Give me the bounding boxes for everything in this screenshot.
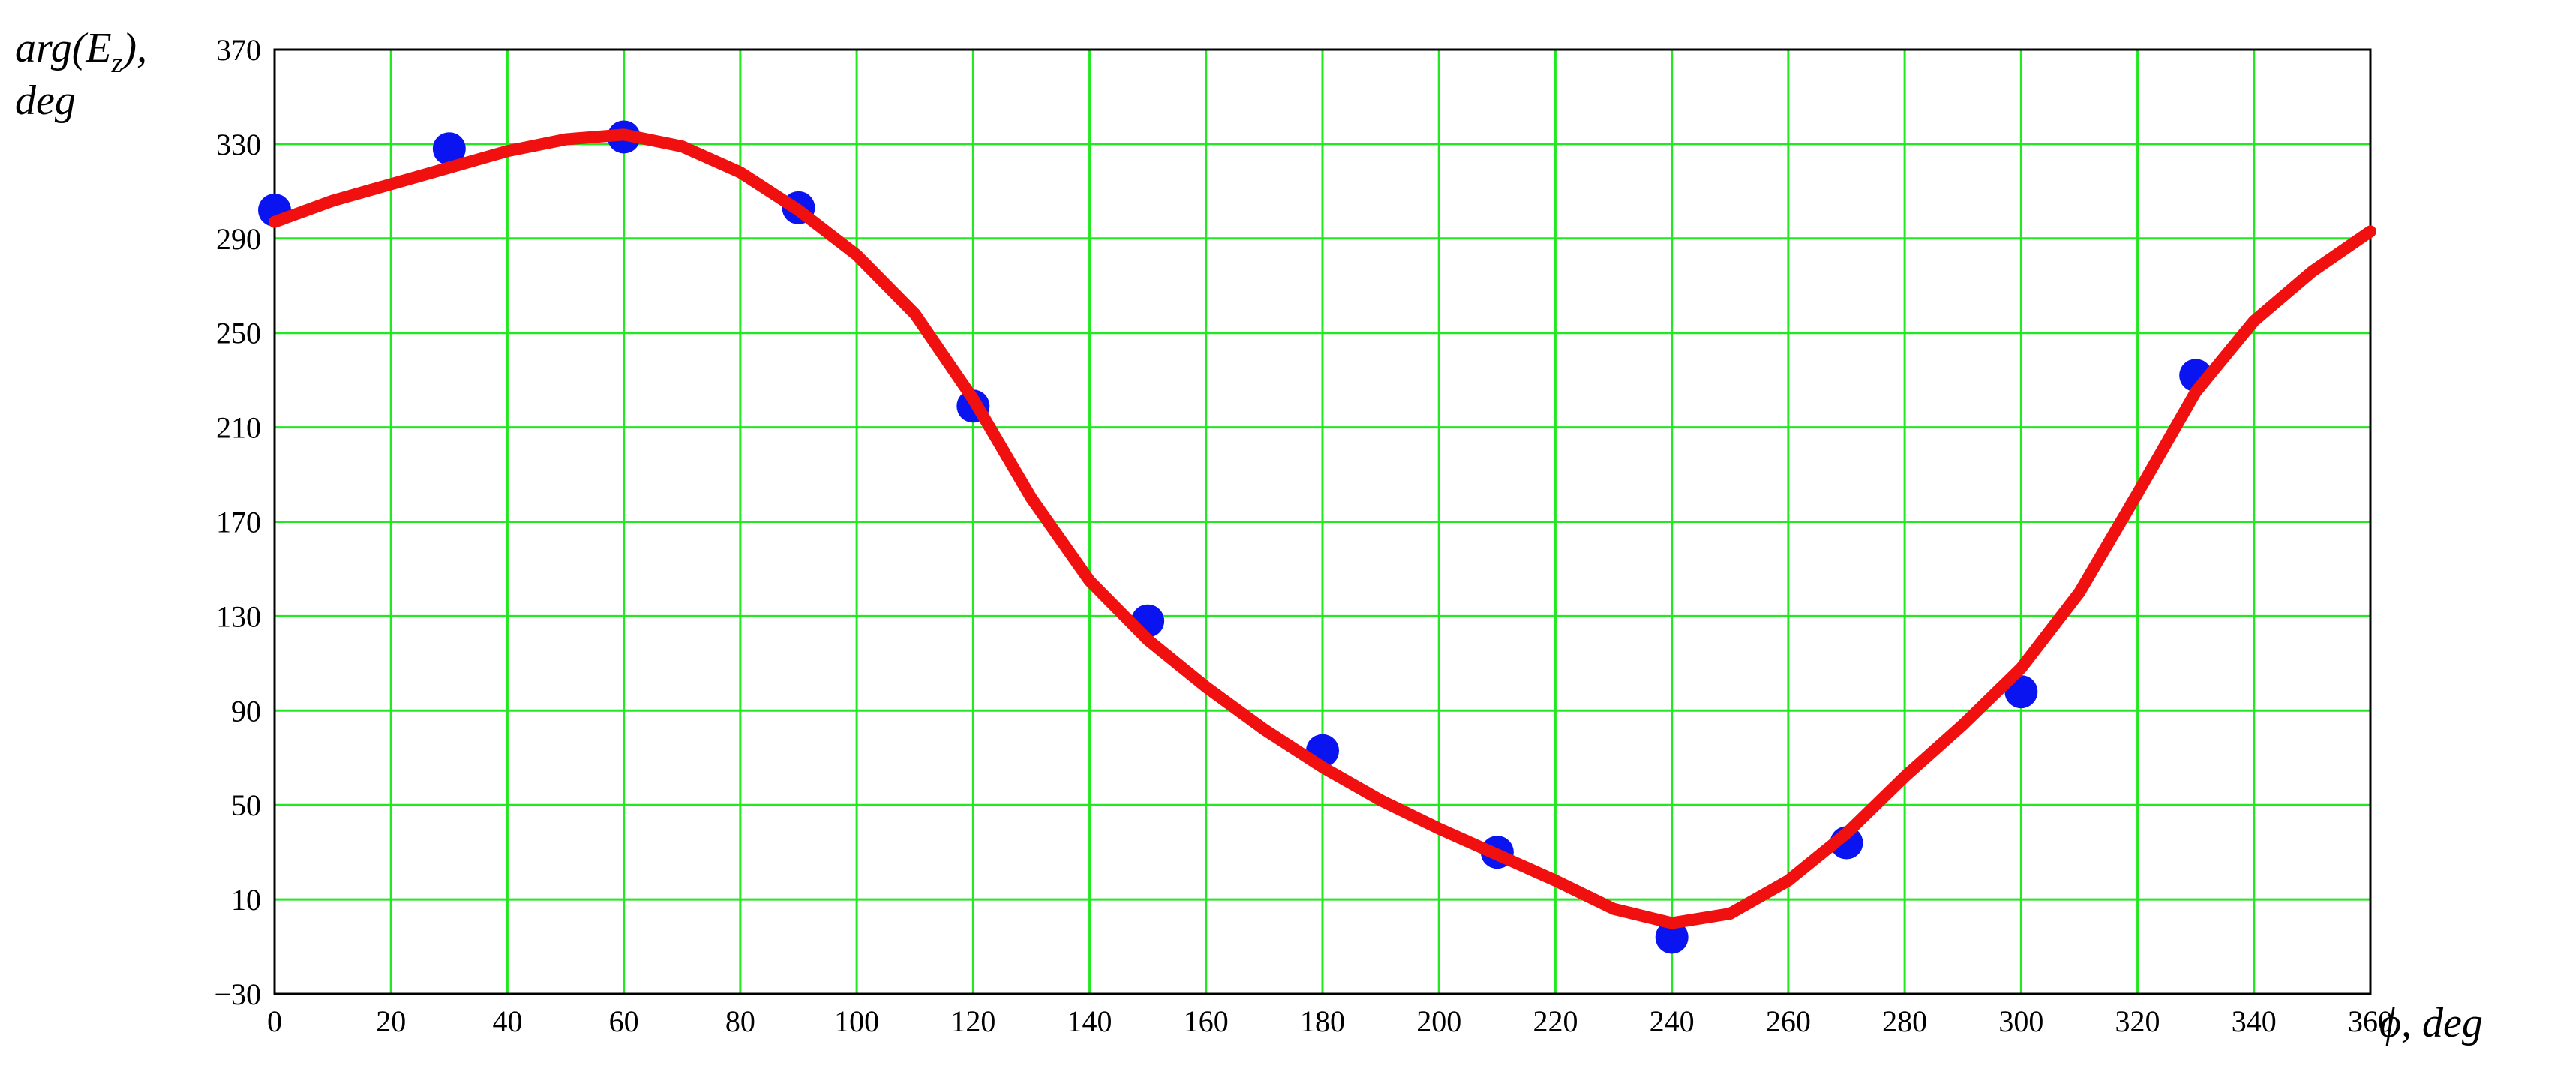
x-tick-label: 200 bbox=[1416, 1004, 1461, 1038]
x-tick-label: 280 bbox=[1882, 1004, 1927, 1038]
y-tick-label: 90 bbox=[231, 694, 261, 728]
y-axis-label: arg(Ez), bbox=[15, 25, 147, 79]
x-tick-label: 120 bbox=[950, 1004, 995, 1038]
y-tick-label: 210 bbox=[216, 411, 261, 445]
x-tick-label: 180 bbox=[1300, 1004, 1345, 1038]
x-tick-label: 60 bbox=[609, 1004, 639, 1038]
y-label-close: ), bbox=[120, 25, 147, 71]
x-tick-label: 140 bbox=[1067, 1004, 1112, 1038]
x-tick-label: 360 bbox=[2348, 1004, 2393, 1038]
x-tick-label: 100 bbox=[834, 1004, 879, 1038]
y-tick-label: 250 bbox=[216, 317, 261, 350]
x-tick-label: 80 bbox=[725, 1004, 755, 1038]
x-tick-label: 240 bbox=[1650, 1004, 1695, 1038]
x-tick-label: 220 bbox=[1533, 1004, 1578, 1038]
x-tick-label: 320 bbox=[2115, 1004, 2160, 1038]
x-tick-label: 160 bbox=[1184, 1004, 1229, 1038]
y-tick-label: 370 bbox=[216, 33, 261, 67]
y-tick-label: −30 bbox=[214, 977, 261, 1011]
y-tick-label: 170 bbox=[216, 506, 261, 539]
x-tick-label: 300 bbox=[1998, 1004, 2043, 1038]
y-label-subscript: z bbox=[111, 47, 123, 79]
x-tick-label: 40 bbox=[492, 1004, 522, 1038]
plot-frame bbox=[273, 48, 2372, 995]
x-tick-label: 260 bbox=[1766, 1004, 1811, 1038]
data-point bbox=[432, 132, 466, 166]
x-tick-label: 0 bbox=[267, 1004, 282, 1038]
x-axis-label: ϕ, deg bbox=[2379, 1000, 2483, 1046]
y-tick-label: 130 bbox=[216, 599, 261, 633]
y-axis-unit: deg bbox=[15, 77, 76, 124]
fit-line bbox=[269, 128, 2376, 929]
y-tick-label: 330 bbox=[216, 128, 261, 161]
y-label-main: arg(E bbox=[15, 25, 112, 71]
y-tick-label: 10 bbox=[231, 883, 261, 917]
data-point bbox=[1655, 920, 1689, 954]
x-tick-label: 20 bbox=[376, 1004, 406, 1038]
y-tick-label: 50 bbox=[231, 788, 261, 822]
x-tick-label: 340 bbox=[2232, 1004, 2277, 1038]
y-tick-label: 290 bbox=[216, 222, 261, 256]
